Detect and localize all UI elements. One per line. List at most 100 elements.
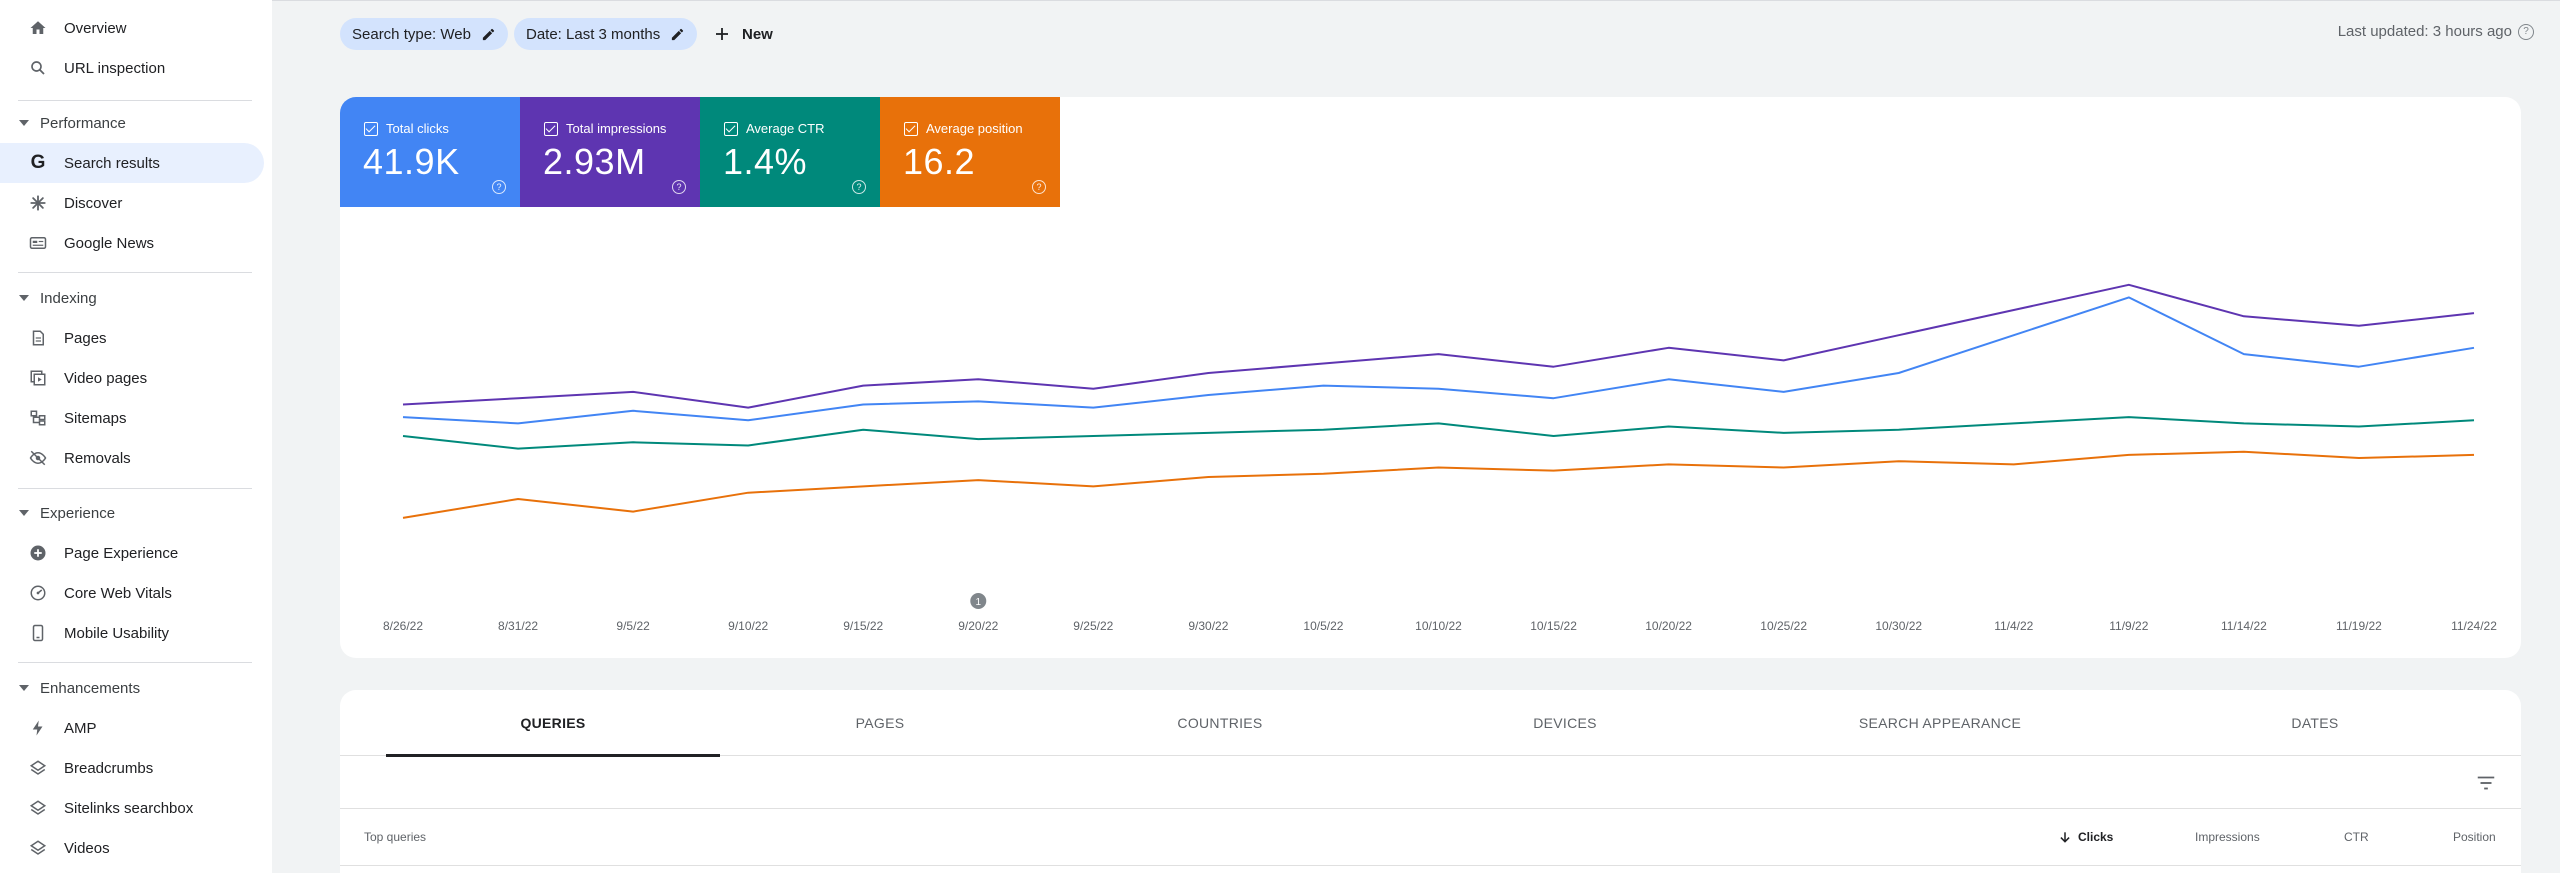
metric-total-impressions[interactable]: Total impressions 2.93M ? — [520, 97, 700, 207]
column-clicks[interactable]: Clicks — [2058, 830, 2113, 844]
sidebar-item-label: Pages — [64, 329, 107, 347]
layers-icon — [28, 838, 48, 858]
metric-average-position[interactable]: Average position 16.2 ? — [880, 97, 1060, 207]
sidebar-item-label: Page Experience — [64, 544, 179, 562]
tab-devices[interactable]: DEVICES — [1533, 715, 1597, 731]
checkbox-icon[interactable] — [904, 121, 918, 136]
last-updated-text: Last updated: 3 hours ago — [2337, 23, 2512, 40]
section-enhancements[interactable]: Enhancements — [0, 670, 264, 706]
gauge-icon — [28, 583, 48, 603]
metric-total-clicks[interactable]: Total clicks 41.9K ? — [340, 97, 520, 207]
checkbox-icon[interactable] — [724, 121, 738, 136]
checkbox-icon[interactable] — [364, 121, 378, 136]
x-tick-label: 11/14/22 — [2221, 619, 2267, 633]
annotation-marker[interactable] — [970, 593, 987, 609]
column-ctr[interactable]: CTR — [2344, 830, 2369, 844]
section-title: Indexing — [40, 289, 97, 307]
sidebar-item-pages[interactable]: Pages — [0, 318, 264, 358]
x-tick-label: 10/5/22 — [1303, 619, 1343, 633]
sidebar-item-breadcrumbs[interactable]: Breadcrumbs — [0, 748, 264, 788]
column-top-queries: Top queries — [364, 830, 427, 844]
column-label: Clicks — [2078, 830, 2114, 844]
pages-icon — [28, 328, 48, 348]
sidebar-item-removals[interactable]: Removals — [0, 438, 264, 478]
plus-icon — [712, 24, 732, 44]
search-type-chip[interactable]: Search type: Web — [340, 18, 508, 50]
x-tick-label: 9/30/22 — [1188, 619, 1228, 633]
chip-label: Search type: Web — [352, 25, 471, 43]
sidebar-item-search-results[interactable]: G Search results — [0, 143, 264, 183]
sidebar-item-overview[interactable]: Overview — [0, 8, 264, 48]
video-pages-icon — [28, 368, 48, 388]
section-experience[interactable]: Experience — [0, 495, 264, 531]
sidebar-item-label: Mobile Usability — [64, 624, 170, 642]
tab-dates[interactable]: DATES — [2291, 715, 2339, 731]
x-tick-label: 9/10/22 — [728, 619, 768, 633]
help-icon[interactable]: ? — [852, 180, 866, 194]
new-filter-button[interactable]: New — [712, 18, 773, 50]
help-icon[interactable]: ? — [672, 180, 686, 194]
caret-down-icon — [19, 510, 29, 516]
section-indexing[interactable]: Indexing — [0, 280, 264, 316]
caret-down-icon — [19, 295, 29, 301]
series-line-1 — [402, 296, 2475, 425]
divider — [18, 488, 252, 489]
asterisk-icon — [28, 193, 48, 213]
metric-value: 1.4% — [723, 141, 808, 182]
google-g-icon: G — [30, 152, 46, 173]
metric-value: 41.9K — [363, 141, 460, 182]
help-icon[interactable]: ? — [2518, 23, 2534, 40]
pencil-icon — [481, 27, 496, 42]
sidebar-item-label: Removals — [64, 449, 131, 467]
sidebar-item-video-pages[interactable]: Video pages — [0, 358, 264, 398]
date-range-chip[interactable]: Date: Last 3 months — [514, 18, 698, 50]
table-filter-row — [340, 757, 2521, 809]
sidebar-item-label: Discover — [64, 194, 123, 212]
sidebar-item-core-web-vitals[interactable]: Core Web Vitals — [0, 573, 264, 613]
home-icon — [28, 18, 48, 38]
help-icon[interactable]: ? — [492, 180, 506, 194]
tab-queries[interactable]: QUERIES — [386, 690, 720, 757]
sidebar-item-sitemaps[interactable]: Sitemaps — [0, 398, 264, 438]
help-icon[interactable]: ? — [1032, 180, 1046, 194]
sidebar-item-amp[interactable]: AMP — [0, 708, 264, 748]
column-impressions[interactable]: Impressions — [2195, 830, 2260, 844]
phone-icon — [28, 623, 48, 643]
sitemap-icon — [28, 408, 48, 428]
x-tick-label: 9/25/22 — [1073, 619, 1113, 633]
x-tick-label: 10/15/22 — [1530, 619, 1577, 633]
sidebar-item-sitelinks-searchbox[interactable]: Sitelinks searchbox — [0, 788, 264, 828]
sidebar-item-url-inspection[interactable]: URL inspection — [0, 48, 264, 88]
metric-average-ctr[interactable]: Average CTR 1.4% ? — [700, 97, 880, 207]
sidebar-item-page-experience[interactable]: Page Experience — [0, 533, 264, 573]
sidebar-item-mobile-usability[interactable]: Mobile Usability — [0, 613, 264, 653]
new-label: New — [742, 25, 773, 43]
eye-off-icon — [28, 448, 48, 468]
sidebar-item-label: URL inspection — [64, 59, 166, 77]
x-tick-label: 11/19/22 — [2336, 619, 2382, 633]
section-performance[interactable]: Performance — [0, 105, 264, 141]
tab-pages[interactable]: PAGES — [855, 715, 905, 731]
x-tick-label: 9/20/22 — [958, 619, 998, 633]
sidebar-item-videos[interactable]: Videos — [0, 828, 264, 868]
column-position[interactable]: Position — [2453, 830, 2496, 844]
x-tick-label: 11/9/22 — [2109, 619, 2148, 633]
arrow-down-icon — [2060, 832, 2070, 843]
filter-icon[interactable] — [2475, 772, 2497, 794]
tab-countries[interactable]: COUNTRIES — [1177, 715, 1263, 731]
line-chart[interactable]: 1 8/26/22 8/31/22 9/5/22 9/10/22 9/15/22 9/20/… — [340, 97, 2521, 658]
tab-search-appearance[interactable]: SEARCH APPEARANCE — [1858, 715, 2022, 731]
results-table-card: QUERIES PAGES COUNTRIES DEVICES SEARCH A… — [340, 690, 2521, 873]
metric-value: 16.2 — [903, 141, 976, 182]
sidebar-item-google-news[interactable]: Google News — [0, 223, 264, 263]
sidebar-item-label: AMP — [64, 719, 97, 737]
x-tick-label: 10/30/22 — [1875, 619, 1922, 633]
sidebar-item-discover[interactable]: Discover — [0, 183, 264, 223]
sidebar: Overview URL inspection Performance G Se… — [0, 0, 272, 873]
x-tick-label: 9/15/22 — [843, 619, 883, 633]
table-header-row: Top queries Clicks Impressions CTR Posit… — [340, 810, 2521, 866]
sidebar-item-label: Google News — [64, 234, 155, 252]
x-tick-label: 11/24/22 — [2451, 619, 2497, 633]
checkbox-icon[interactable] — [544, 121, 558, 136]
x-tick-label: 8/26/22 — [383, 619, 423, 633]
